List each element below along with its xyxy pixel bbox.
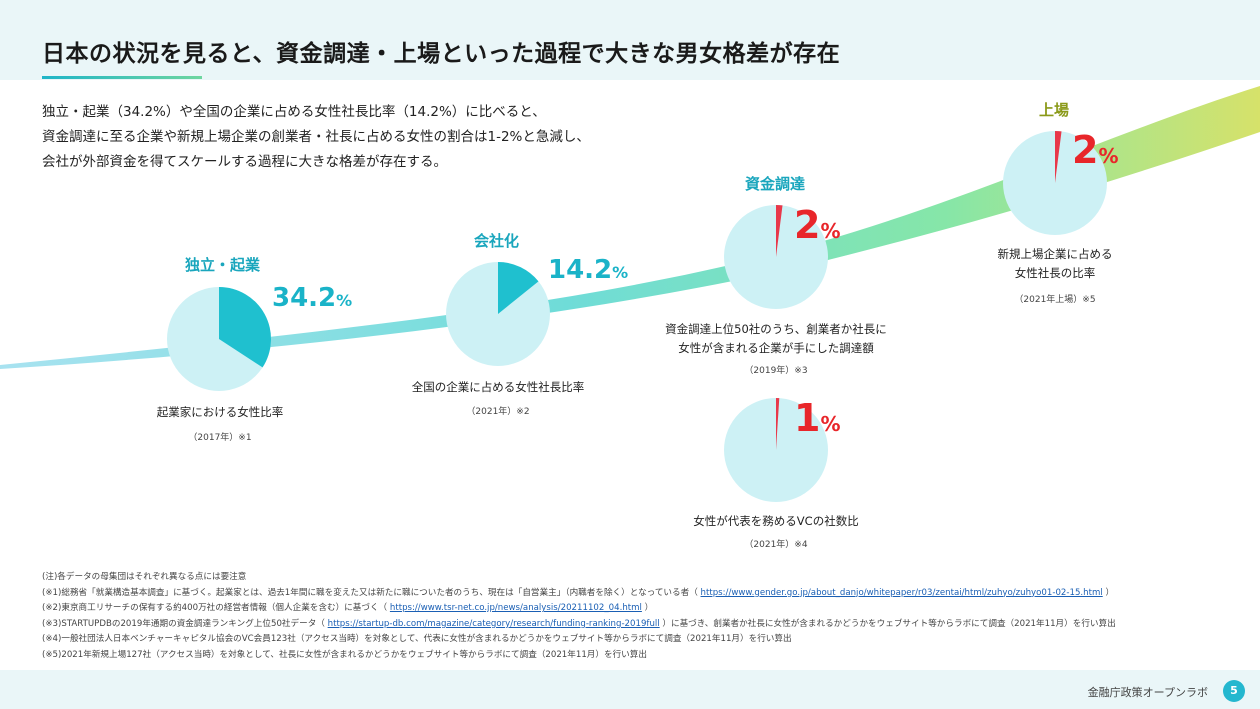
footnote-text: (注)各データの母集団はそれぞれ異なる点には要注意 <box>42 572 247 582</box>
caption-line: 女性社長の比率 <box>1014 266 1096 280</box>
stat-unit: % <box>1098 144 1119 168</box>
caption-line: 女性が含まれる企業が手にした調達額 <box>678 341 874 355</box>
caption-line: 起業家における女性比率 <box>156 405 284 419</box>
stat-value-ipo: 2% <box>1072 128 1119 172</box>
footnote-text: (※4)一般社団法人日本ベンチャーキャピタル協会のVC会員123社（アクセス当時… <box>42 634 792 645</box>
stat-unit: % <box>336 291 353 310</box>
footnote: (※5)2021年新規上場127社（アクセス当時）を対象として、社長に女性が含ま… <box>42 648 1116 664</box>
source-startup: （2017年）※1 <box>188 433 252 443</box>
stat-number: 1 <box>794 396 821 440</box>
footnote: (注)各データの母集団はそれぞれ異なる点には要注意 <box>42 570 1116 586</box>
stat-value-incorporation: 14.2% <box>548 255 628 285</box>
footnote: (※2)東京商工リサーチの保有する約400万社の経営者情報（個人企業を含む）に基… <box>42 601 1116 617</box>
stage-label-funding: 資金調達 <box>745 175 806 193</box>
pie-slice-female-share <box>1055 131 1062 183</box>
footnote-text-after: ） <box>1102 587 1115 598</box>
footnote-text: (※5)2021年新規上場127社（アクセス当時）を対象として、社長に女性が含ま… <box>42 649 647 660</box>
stat-number: 14.2 <box>548 255 613 285</box>
pie-slice-female-share <box>776 398 780 450</box>
footnote: (※1)総務省「就業構造基本調査」に基づく。起業家とは、過去1年間に職を変えた又… <box>42 586 1116 602</box>
stat-value-vc: 1% <box>794 396 841 440</box>
pie-chart-funding <box>724 205 828 309</box>
footnote-link[interactable]: https://www.gender.go.jp/about_danjo/whi… <box>700 587 1103 598</box>
title-underline <box>42 76 202 79</box>
caption-incorporation: 全国の企業に占める女性社長比率 <box>388 378 608 397</box>
footnote-link[interactable]: https://startup-db.com/magazine/category… <box>327 618 660 629</box>
source-ipo: （2021年上場）※5 <box>1014 295 1096 305</box>
pie-slice-female-share <box>498 262 539 314</box>
footnote-text-after: ）に基づき、創業者か社長に女性が含まれるかどうかをウェブサイト等からラボにて調査… <box>659 618 1116 629</box>
caption-line: 全国の企業に占める女性社長比率 <box>411 380 585 394</box>
caption-ipo: 新規上場企業に占める 女性社長の比率 <box>945 245 1165 283</box>
intro-line: 会社が外部資金を得てスケールする過程に大きな格差が存在する。 <box>42 154 447 170</box>
footnote: (※3)STARTUPDBの2019年通期の資金調達ランキング上位50社データ（… <box>42 617 1116 633</box>
footnote: (※4)一般社団法人日本ベンチャーキャピタル協会のVC会員123社（アクセス当時… <box>42 632 1116 648</box>
stat-number: 34.2 <box>272 283 337 313</box>
source-vc: （2021年）※4 <box>744 540 808 550</box>
stat-number: 2 <box>1072 128 1099 172</box>
caption-line: 女性が代表を務めるVCの社数比 <box>693 514 859 528</box>
footnote-text-after: ） <box>641 603 654 614</box>
caption-vc: 女性が代表を務めるVCの社数比 <box>646 512 906 531</box>
pie-slice-female-share <box>219 287 271 368</box>
caption-funding: 資金調達上位50社のうち、創業者か社長に 女性が含まれる企業が手にした調達額 <box>646 320 906 358</box>
header-bar <box>0 0 1260 80</box>
footnote-text: (※2)東京商工リサーチの保有する約400万社の経営者情報（個人企業を含む）に基… <box>42 603 390 614</box>
intro-line: 独立・起業（34.2%）や全国の企業に占める女性社長比率（14.2%）に比べると… <box>42 104 546 120</box>
stage-label-incorporation: 会社化 <box>474 232 520 250</box>
caption-startup: 起業家における女性比率 <box>110 403 330 422</box>
footnote-text: (※1)総務省「就業構造基本調査」に基づく。起業家とは、過去1年間に職を変えた又… <box>42 587 701 598</box>
footnotes: (注)各データの母集団はそれぞれ異なる点には要注意 (※1)総務省「就業構造基本… <box>42 570 1116 664</box>
stat-unit: % <box>612 263 629 282</box>
intro-line: 資金調達に至る企業や新規上場企業の創業者・社長に占める女性の割合は1-2%と急減… <box>42 129 590 145</box>
pie-chart-vc <box>724 398 828 502</box>
stage-label-startup: 独立・起業 <box>185 256 261 274</box>
source-funding: （2019年）※3 <box>744 366 808 376</box>
stat-unit: % <box>820 412 841 436</box>
stat-unit: % <box>820 219 841 243</box>
footer-bar <box>0 670 1260 709</box>
caption-line: 新規上場企業に占める <box>997 247 1113 261</box>
source-incorporation: （2021年）※2 <box>466 407 530 417</box>
page-number-badge: 5 <box>1223 680 1245 702</box>
organization-name: 金融庁政策オープンラボ <box>1087 686 1208 699</box>
intro-text: 独立・起業（34.2%）や全国の企業に占める女性社長比率（14.2%）に比べると… <box>42 100 590 175</box>
stat-value-funding: 2% <box>794 203 841 247</box>
page-title: 日本の状況を見ると、資金調達・上場といった過程で大きな男女格差が存在 <box>42 41 841 67</box>
footnote-text: (※3)STARTUPDBの2019年通期の資金調達ランキング上位50社データ（ <box>42 618 328 629</box>
pie-chart-startup <box>167 287 271 391</box>
pie-chart-incorporation <box>446 262 550 366</box>
stage-label-ipo: 上場 <box>1039 101 1070 119</box>
pie-chart-ipo <box>1003 131 1107 235</box>
stat-value-startup: 34.2% <box>272 283 352 313</box>
footnote-link[interactable]: https://www.tsr-net.co.jp/news/analysis/… <box>389 603 642 614</box>
stat-number: 2 <box>794 203 821 247</box>
pie-slice-female-share <box>776 205 783 257</box>
caption-line: 資金調達上位50社のうち、創業者か社長に <box>665 322 887 336</box>
